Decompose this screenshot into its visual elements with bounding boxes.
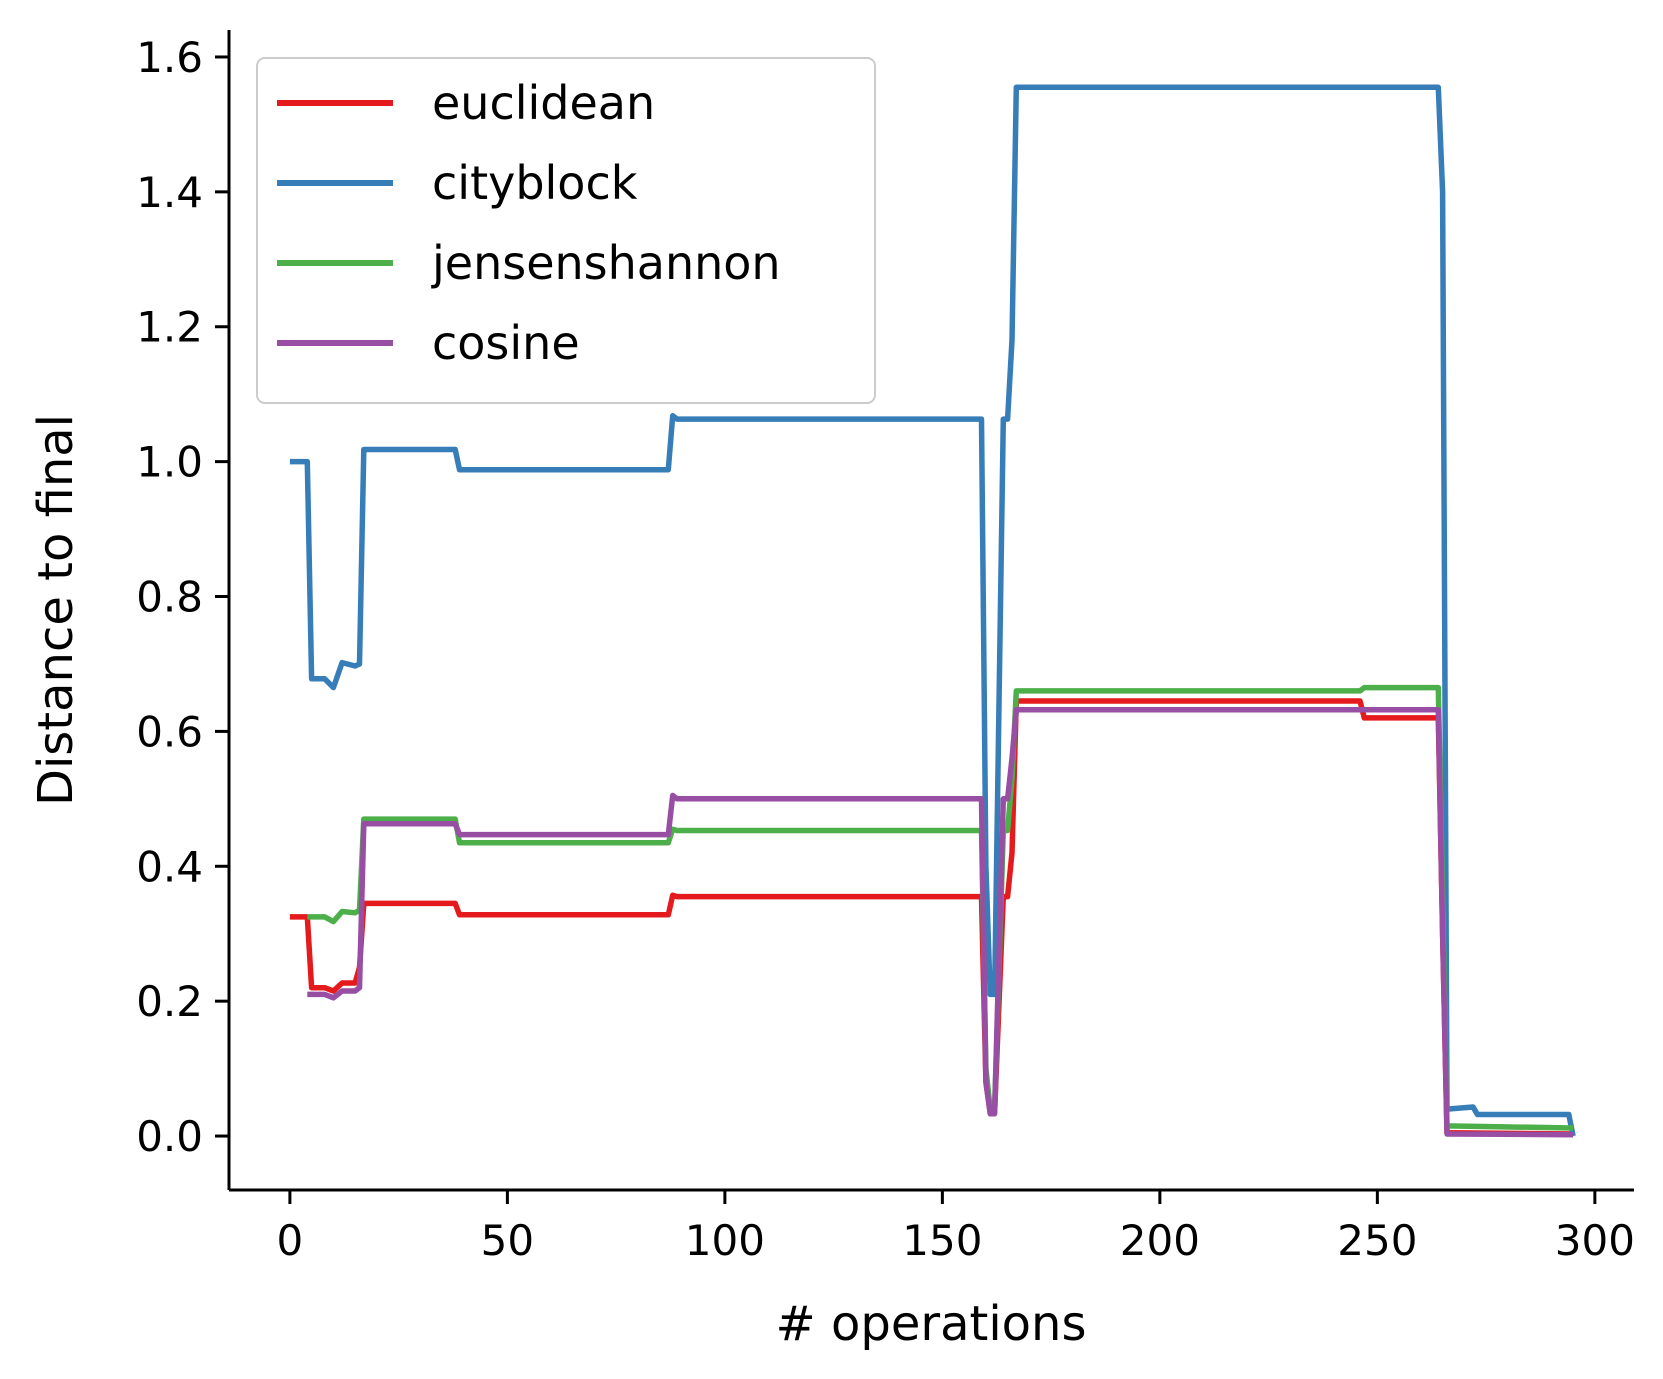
x-tick-label: 250 — [1337, 1216, 1417, 1265]
x-tick-label: 200 — [1120, 1216, 1200, 1265]
y-tick-label: 1.6 — [136, 33, 203, 82]
x-tick-label: 50 — [481, 1216, 534, 1265]
series-line-jensenshannon — [307, 684, 1574, 1131]
x-axis-label: # operations — [776, 1296, 1087, 1352]
legend-label-cityblock: cityblock — [432, 156, 638, 210]
x-tick-label: 100 — [685, 1216, 765, 1265]
y-tick-label: 0.8 — [136, 573, 203, 622]
x-tick-label: 0 — [277, 1216, 304, 1265]
y-axis-label: Distance to final — [28, 414, 84, 806]
legend-label-jensenshannon: jensenshannon — [431, 236, 781, 290]
y-tick-label: 0.4 — [136, 842, 203, 891]
y-tick-label: 0.2 — [136, 977, 203, 1026]
legend-label-cosine: cosine — [432, 316, 580, 370]
x-tick-label: 150 — [902, 1216, 982, 1265]
series-line-euclidean — [289, 698, 1574, 1137]
y-tick-label: 1.2 — [136, 303, 203, 352]
y-tick-label: 0.6 — [136, 707, 203, 756]
series-line-cosine — [307, 707, 1574, 1138]
axes-layer — [227, 30, 1634, 1192]
lines-layer — [289, 84, 1576, 1138]
ticks-layer: 0 50 100 150 200 250 300 0.0 0.2 0.4 0.6 0.8 1.0 1.2 1… — [136, 33, 1635, 1265]
legend-frame — [256, 57, 876, 404]
legend: euclidean cityblock jensenshannon cosine — [256, 57, 876, 404]
y-tick-label: 1.4 — [136, 168, 203, 217]
y-tick-label: 0.0 — [136, 1112, 203, 1161]
series-line-cityblock — [289, 84, 1576, 1137]
x-tick-label: 300 — [1555, 1216, 1635, 1265]
y-tick-label: 1.0 — [136, 438, 203, 487]
legend-label-euclidean: euclidean — [432, 76, 655, 130]
